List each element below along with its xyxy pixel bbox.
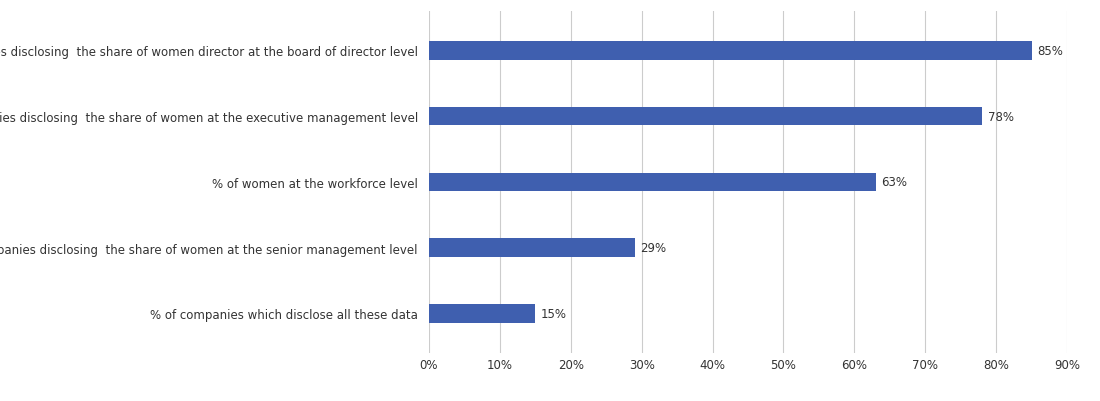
Text: 15%: 15% [541,307,567,320]
Text: 78%: 78% [988,110,1013,124]
Bar [429,42,1032,61]
Text: 85%: 85% [1037,45,1063,58]
Bar [429,239,635,257]
Text: 63%: 63% [881,176,907,189]
Text: 29%: 29% [640,241,667,255]
Bar [429,108,982,126]
Bar [429,304,536,323]
Bar [429,173,876,192]
